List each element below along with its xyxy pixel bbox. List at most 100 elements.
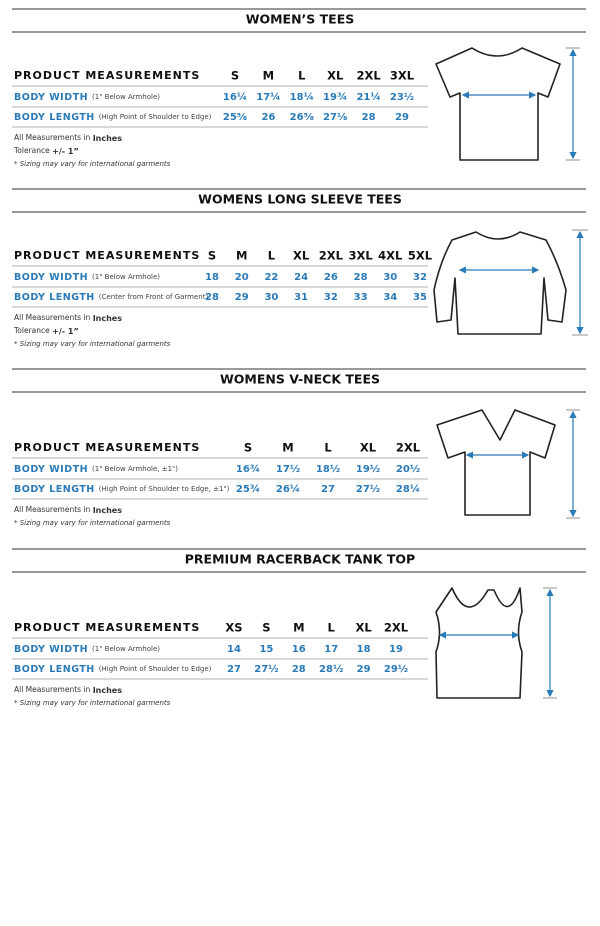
measurement: 21¼ <box>356 91 380 103</box>
measurement: 27½ <box>254 664 278 675</box>
measurement: 19 <box>389 644 403 655</box>
row-label-group: BODY WIDTH (1" Below Armhole) <box>14 272 160 283</box>
note-text: All Measurements in <box>14 505 93 514</box>
measurement: 29 <box>357 664 371 675</box>
disclaimer: * Sizing may vary for international garm… <box>14 340 171 348</box>
size-label: 4XL <box>378 249 403 263</box>
size-label: 5XL <box>408 249 433 263</box>
size-label: M <box>293 621 304 635</box>
size-label: 2XL <box>356 69 381 83</box>
size-label: XL <box>355 621 372 635</box>
size-label: L <box>298 69 306 83</box>
row-note: (1" Below Armhole) <box>92 273 160 281</box>
row-label: BODY LENGTH <box>14 484 95 495</box>
measurement: 29 <box>395 112 409 123</box>
size-label: S <box>262 621 270 635</box>
row-note: (High Point of Shoulder to Edge) <box>99 665 212 673</box>
note-emphasis: Inches <box>93 506 123 515</box>
table-header: PRODUCT MEASUREMENTS <box>14 69 200 82</box>
size-label: 3XL <box>390 69 415 83</box>
measurement: 20 <box>235 272 249 283</box>
section-title: WOMEN’S TEES <box>246 12 355 27</box>
row-label: BODY LENGTH <box>14 664 95 675</box>
measurement: 22 <box>264 272 278 283</box>
note-text: All Measurements in <box>14 133 93 142</box>
size-label: M <box>282 441 293 455</box>
measurement: 14 <box>227 644 241 655</box>
measurement: 35 <box>413 292 427 303</box>
measurement: 18¼ <box>290 91 314 103</box>
size-label: 2XL <box>384 621 409 635</box>
size-label: L <box>324 441 332 455</box>
measurement: 32 <box>413 272 427 283</box>
measurement: 17½ <box>276 464 300 475</box>
measurement: 19½ <box>356 464 380 475</box>
measurement: 28½ <box>319 664 343 675</box>
note-text: Tolerance <box>13 326 52 335</box>
size-label: L <box>328 621 336 635</box>
size-label: 3XL <box>348 249 373 263</box>
note: Tolerance +/- 1” <box>13 326 79 336</box>
measurement: 32 <box>324 292 338 303</box>
row-note: (1" Below Armhole, ±1") <box>92 465 178 473</box>
measurement: 33 <box>354 292 368 303</box>
row-label-group: BODY WIDTH (1" Below Armhole) <box>14 644 160 655</box>
measurement: 28 <box>362 112 376 123</box>
row-label: BODY LENGTH <box>14 112 95 123</box>
table-header: PRODUCT MEASUREMENTS <box>14 441 200 454</box>
measurement: 28 <box>292 664 306 675</box>
measurement: 16 <box>292 644 306 655</box>
row-label: BODY WIDTH <box>14 92 88 103</box>
note-emphasis: Inches <box>93 314 123 323</box>
row-label: BODY LENGTH <box>14 292 95 303</box>
section-title: WOMENS LONG SLEEVE TEES <box>198 192 402 207</box>
measurement: 27 <box>321 484 335 495</box>
measurement: 27⅛ <box>323 112 347 123</box>
table-header: PRODUCT MEASUREMENTS <box>14 621 200 634</box>
row-note: (1" Below Armhole) <box>92 645 160 653</box>
measurement: 18½ <box>316 464 340 475</box>
section-title: WOMENS V-NECK TEES <box>220 372 380 387</box>
note-emphasis: Inches <box>93 134 123 143</box>
row-label: BODY WIDTH <box>14 272 88 283</box>
measurement: 24 <box>294 272 308 283</box>
measurement: 18 <box>205 272 219 283</box>
row-label-group: BODY WIDTH (1" Below Armhole, ±1") <box>14 464 178 475</box>
row-note: (High Point of Shoulder to Edge) <box>99 113 212 121</box>
measurement: 28 <box>205 292 219 303</box>
v-neck-illustration <box>436 409 580 519</box>
tee-illustration <box>435 47 580 161</box>
row-label-group: BODY WIDTH (1" Below Armhole) <box>14 92 160 103</box>
measurement: 17 <box>324 644 338 655</box>
measurement: 27 <box>227 664 241 675</box>
measurement: 16¾ <box>236 464 260 475</box>
size-label: S <box>244 441 252 455</box>
note: All Measurements in Inches <box>14 505 122 515</box>
note-text: All Measurements in <box>14 685 93 694</box>
note-emphasis: Inches <box>93 686 123 695</box>
disclaimer: * Sizing may vary for international garm… <box>14 160 171 168</box>
size-label: 2XL <box>396 441 421 455</box>
note: All Measurements in Inches <box>14 685 122 695</box>
tank-illustration <box>435 587 557 699</box>
size-label: XL <box>327 69 344 83</box>
measurement: 31 <box>294 292 308 303</box>
row-label: BODY WIDTH <box>14 644 88 655</box>
measurement: 15 <box>259 644 273 655</box>
note: All Measurements in Inches <box>14 133 122 143</box>
row-label-group: BODY LENGTH (High Point of Shoulder to Ed… <box>14 484 230 495</box>
row-label: BODY WIDTH <box>14 464 88 475</box>
size-label: L <box>268 249 276 263</box>
section-title: PREMIUM RACERBACK TANK TOP <box>185 552 415 567</box>
measurement: 30 <box>383 272 397 283</box>
measurement: 25¾ <box>236 484 260 495</box>
row-note: (1" Below Armhole) <box>92 93 160 101</box>
size-label: XL <box>360 441 377 455</box>
row-note: (High Point of Shoulder to Edge, ±1") <box>99 485 230 493</box>
row-label-group: BODY LENGTH (High Point of Shoulder to Ed… <box>14 664 212 675</box>
note: Tolerance +/- 1” <box>13 146 79 156</box>
measurement: 29½ <box>384 664 408 675</box>
size-label: M <box>236 249 247 263</box>
measurement: 30 <box>264 292 278 303</box>
